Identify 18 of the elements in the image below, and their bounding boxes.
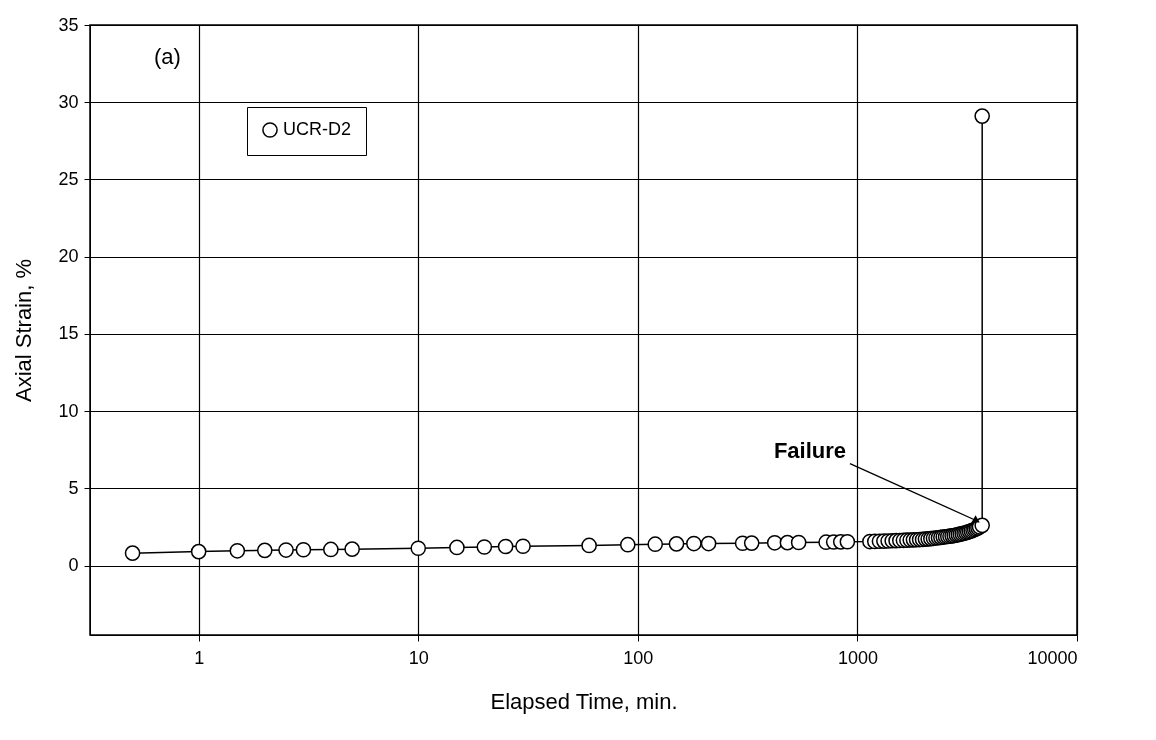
x-tick-label: 1: [194, 647, 205, 668]
y-tick-label: 20: [58, 246, 79, 267]
y-axis-title: Axial Strain, %: [11, 258, 37, 403]
x-tick-label: 1000: [837, 647, 878, 668]
x-tick-label: 10000: [1027, 647, 1078, 668]
x-tick-label: 100: [623, 647, 654, 668]
y-tick-label: 35: [58, 14, 79, 35]
annotation: Failure: [773, 437, 847, 463]
y-tick-label: 30: [58, 91, 79, 112]
annotation: (a): [154, 44, 181, 69]
y-tick-label: 5: [68, 477, 79, 498]
x-axis-title: Elapsed Time, min.: [490, 688, 678, 714]
y-tick-label: 0: [68, 555, 79, 576]
legend-label: UCR-D2: [283, 119, 352, 139]
x-tick-label: 10: [408, 647, 429, 668]
y-tick-label: 15: [58, 323, 79, 344]
y-tick-label: 25: [58, 168, 79, 189]
y-tick-label: 10: [58, 400, 79, 421]
